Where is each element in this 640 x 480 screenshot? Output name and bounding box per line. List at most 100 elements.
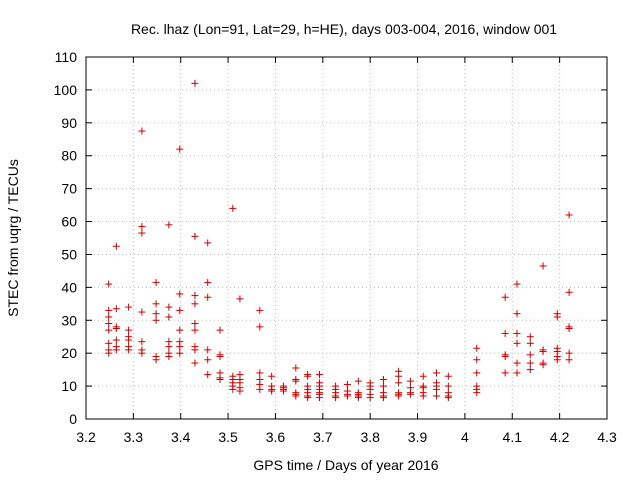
x-tick-label: 3.7 — [313, 429, 333, 445]
y-tick-label: 0 — [69, 411, 77, 427]
x-tick-label: 3.3 — [124, 429, 144, 445]
data-point — [553, 356, 561, 364]
data-point — [112, 242, 120, 250]
y-tick-label: 40 — [61, 279, 77, 295]
data-point — [304, 394, 312, 402]
data-point — [138, 308, 146, 316]
data-point — [379, 394, 387, 402]
x-tick-label: 4.1 — [503, 429, 523, 445]
data-point — [152, 356, 160, 364]
x-tick-label: 3.5 — [218, 429, 238, 445]
data-point — [256, 306, 264, 314]
data-point — [204, 346, 212, 354]
data-point — [165, 303, 173, 311]
data-point — [165, 221, 173, 229]
data-point — [165, 352, 173, 360]
data-point — [112, 336, 120, 344]
data-point — [539, 348, 547, 356]
data-point — [105, 326, 113, 334]
data-point — [304, 372, 312, 380]
data-point — [513, 310, 521, 318]
data-point — [152, 310, 160, 318]
data-point — [473, 389, 481, 397]
data-point — [229, 385, 237, 393]
data-point — [268, 372, 276, 380]
y-tick-label: 70 — [61, 181, 77, 197]
data-point — [125, 336, 133, 344]
y-tick-label: 60 — [61, 214, 77, 230]
data-point — [432, 392, 440, 400]
data-point — [176, 306, 184, 314]
y-tick-label: 80 — [61, 148, 77, 164]
data-point — [105, 306, 113, 314]
data-point — [565, 325, 573, 332]
data-point — [112, 325, 120, 332]
data-point — [105, 313, 113, 321]
data-point — [191, 232, 199, 240]
data-point — [256, 385, 264, 393]
y-tick-label: 10 — [61, 378, 77, 394]
data-point — [444, 372, 452, 380]
data-point — [526, 351, 534, 359]
data-point — [216, 376, 224, 384]
data-point — [268, 387, 276, 395]
data-point — [191, 320, 199, 328]
data-point — [216, 352, 224, 360]
y-axis-label: STEC from uqrg / TECUs — [5, 159, 21, 317]
data-point — [176, 290, 184, 298]
data-point — [501, 329, 509, 337]
data-point — [379, 376, 387, 384]
data-point — [473, 369, 481, 377]
data-point — [332, 394, 340, 402]
data-point — [553, 313, 561, 321]
data-point — [105, 280, 113, 288]
y-tick-label: 110 — [55, 49, 78, 65]
data-point — [125, 346, 133, 354]
data-point — [379, 382, 387, 390]
x-tick-label: 3.8 — [360, 429, 380, 445]
data-point — [138, 349, 146, 357]
data-point — [138, 222, 146, 230]
data-point — [513, 359, 521, 367]
data-point — [105, 349, 113, 357]
data-point — [473, 344, 481, 352]
data-point — [513, 339, 521, 347]
data-point — [204, 371, 212, 379]
data-point — [444, 382, 452, 390]
data-point — [501, 352, 509, 360]
data-point — [191, 292, 199, 300]
data-point — [501, 293, 509, 301]
data-point — [292, 377, 300, 385]
data-point — [191, 326, 199, 334]
data-point — [191, 359, 199, 367]
data-point — [501, 369, 509, 377]
data-point — [236, 387, 244, 395]
data-point — [406, 377, 414, 385]
x-tick-label: 3.9 — [408, 429, 428, 445]
data-point — [191, 79, 199, 87]
data-point — [152, 300, 160, 308]
data-point — [256, 369, 264, 377]
data-point — [125, 326, 133, 334]
data-point — [204, 356, 212, 364]
data-point — [526, 359, 534, 367]
y-tick-label: 100 — [54, 82, 78, 98]
data-point — [343, 392, 351, 400]
data-point — [152, 316, 160, 324]
data-point — [152, 278, 160, 286]
tick-layer: 3.2 3.3 3.4 3.5 3.6 3.7 3.8 3.9 4 4.1 4.2 4.3 0 10 20 3… — [54, 49, 617, 445]
x-tick-label: 3.2 — [76, 429, 96, 445]
x-axis-label: GPS time / Days of year 2016 — [253, 457, 438, 473]
data-point — [343, 380, 351, 388]
grid-layer — [86, 57, 607, 419]
data-point — [138, 338, 146, 346]
data-point — [292, 392, 300, 400]
x-tick-label: 4.3 — [597, 429, 617, 445]
data-point — [513, 329, 521, 337]
data-point — [513, 280, 521, 288]
data-point — [138, 229, 146, 237]
data-point — [565, 211, 573, 219]
data-point — [354, 394, 362, 402]
chart-title: Rec. lhaz (Lon=91, Lat=29, h=HE), days 0… — [131, 21, 557, 37]
